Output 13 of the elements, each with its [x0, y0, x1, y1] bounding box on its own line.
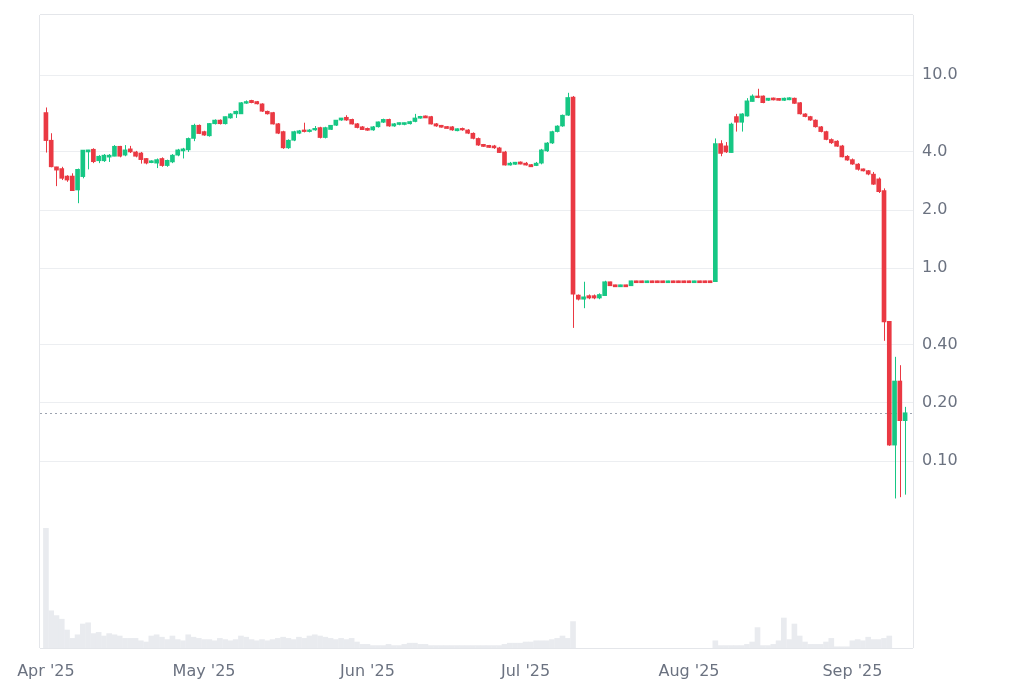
x-tick-label: Apr '25 — [17, 660, 75, 680]
x-tick-label: May '25 — [172, 660, 236, 680]
y-tick-label: 10.0 — [922, 64, 958, 84]
x-tick-label: Aug '25 — [658, 660, 720, 680]
y-tick-label: 0.40 — [922, 334, 958, 354]
x-tick-label: Sep '25 — [822, 660, 883, 680]
x-tick-label: Jun '25 — [339, 660, 395, 680]
x-tick-label: Jul '25 — [500, 660, 551, 680]
y-tick-label: 0.10 — [922, 450, 958, 470]
y-tick-label: 4.0 — [922, 141, 948, 161]
y-tick-label: 1.0 — [922, 257, 948, 277]
y-tick-label: 2.0 — [922, 199, 948, 219]
y-tick-label: 0.20 — [922, 392, 958, 412]
